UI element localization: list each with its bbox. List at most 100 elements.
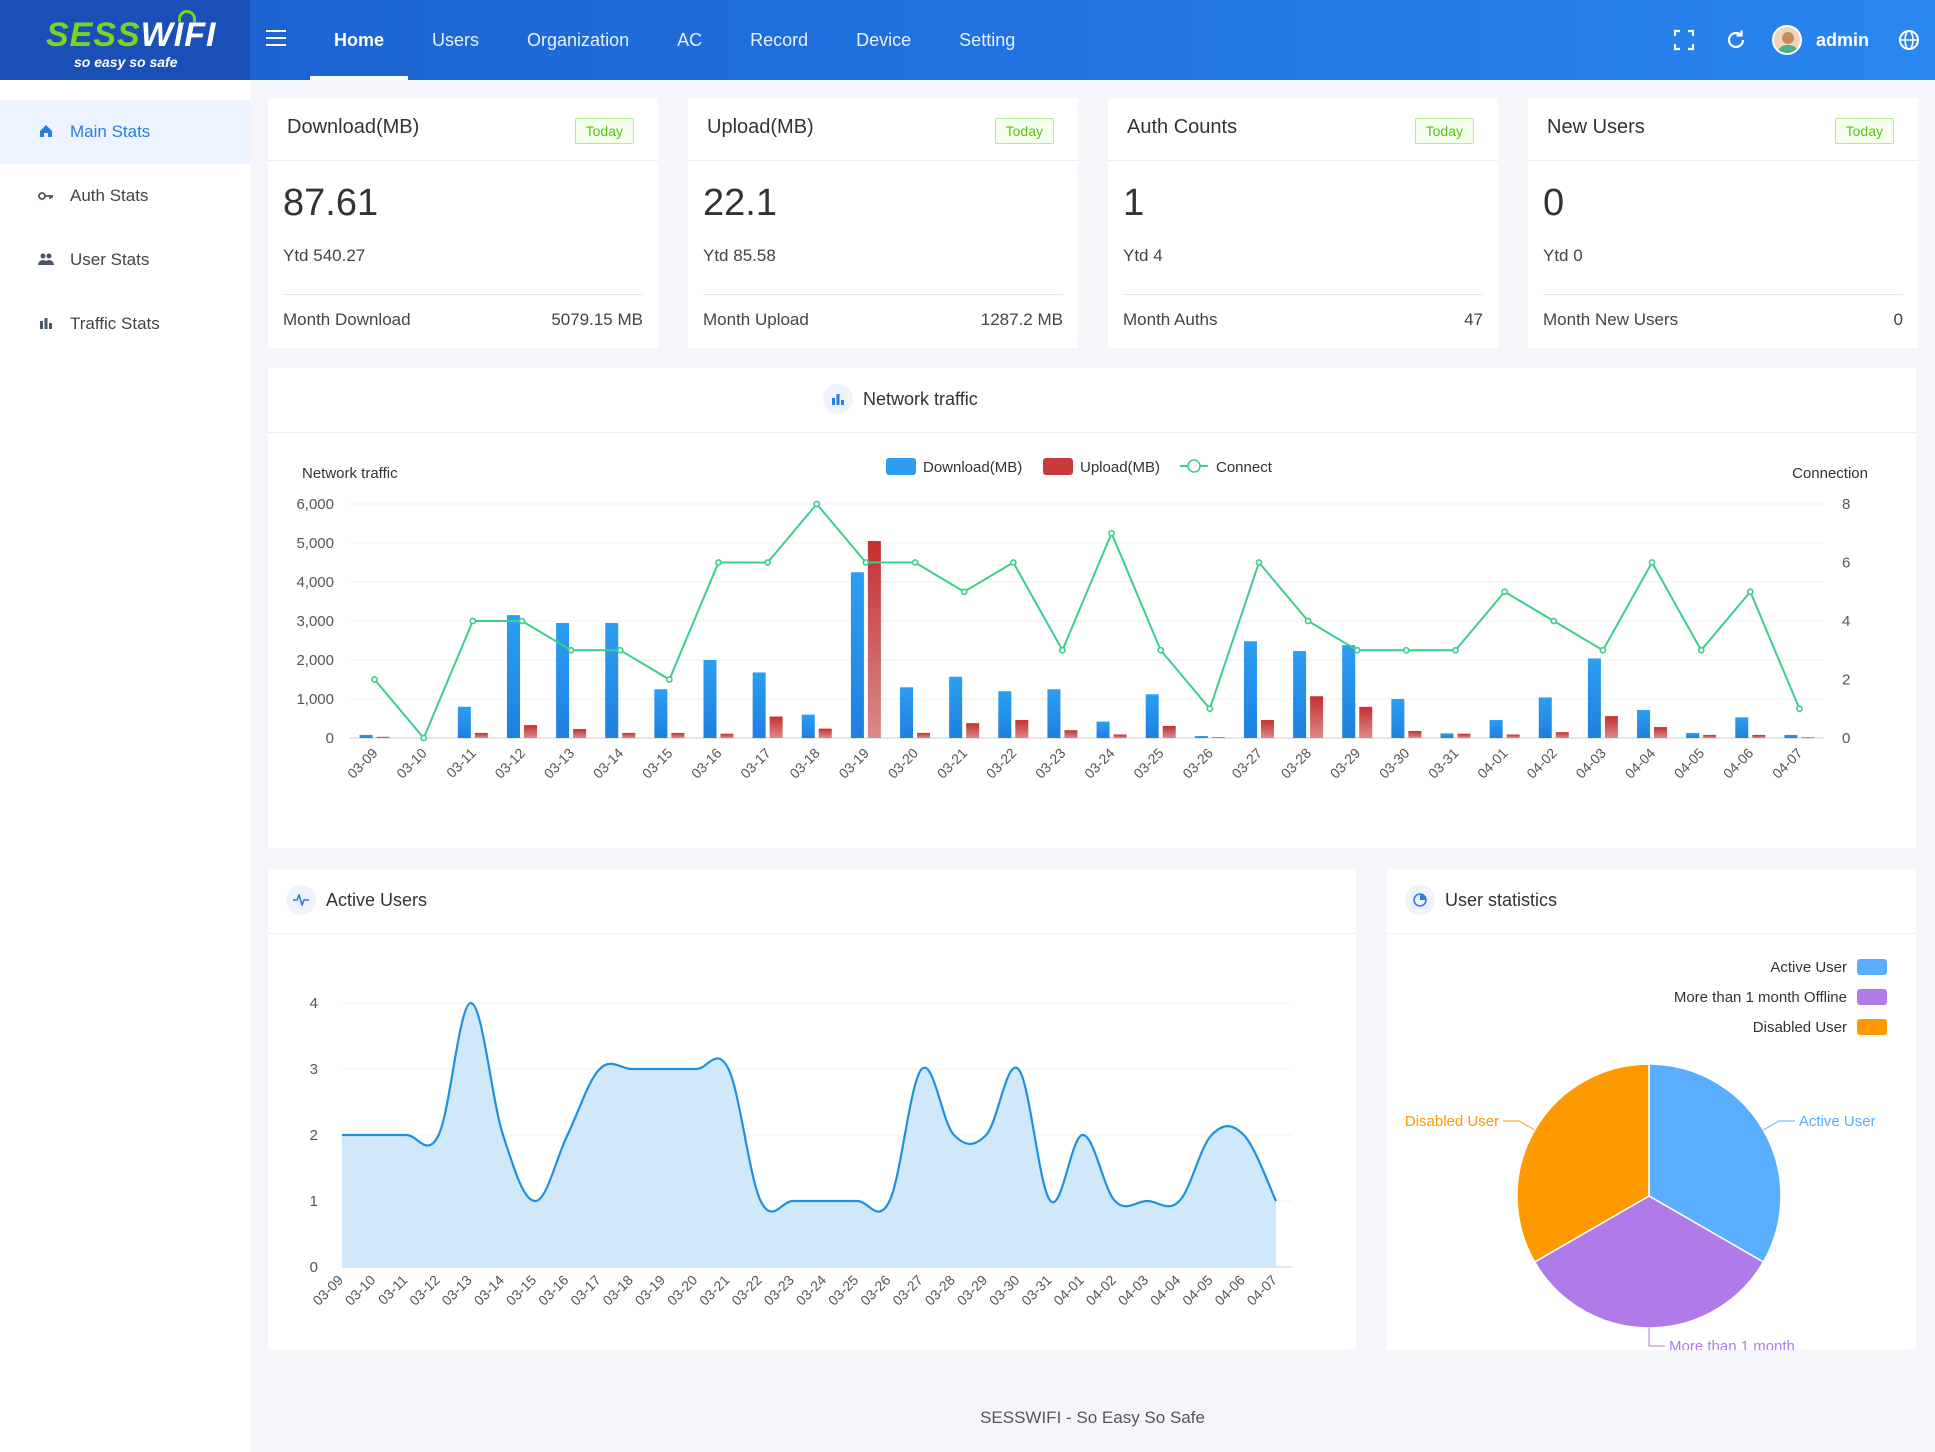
active-users-point[interactable]: [790, 1198, 796, 1204]
download-bar[interactable]: [654, 689, 668, 738]
download-bar[interactable]: [605, 622, 619, 738]
upload-bar[interactable]: [1310, 696, 1324, 738]
active-users-point[interactable]: [468, 1000, 474, 1006]
legend-swatch[interactable]: [1857, 989, 1887, 1005]
connect-point[interactable]: [911, 559, 919, 566]
upload-bar[interactable]: [1506, 734, 1520, 738]
download-bar[interactable]: [703, 660, 717, 738]
download-bar[interactable]: [359, 734, 373, 738]
active-users-point[interactable]: [339, 1132, 345, 1138]
upload-bar[interactable]: [867, 541, 881, 738]
legend-label-upload[interactable]: Upload(MB): [1080, 459, 1160, 476]
connect-point[interactable]: [1599, 646, 1607, 654]
upload-bar[interactable]: [1654, 727, 1668, 738]
upload-bar[interactable]: [1211, 737, 1225, 738]
legend-label[interactable]: Disabled User: [1753, 1019, 1847, 1036]
connect-point[interactable]: [715, 559, 722, 566]
upload-bar[interactable]: [1703, 734, 1717, 738]
upload-bar[interactable]: [1260, 720, 1274, 738]
nav-record[interactable]: Record: [750, 30, 809, 50]
active-users-point[interactable]: [822, 1198, 828, 1204]
upload-bar[interactable]: [1457, 733, 1471, 738]
active-users-point[interactable]: [500, 1132, 506, 1138]
download-bar[interactable]: [556, 622, 570, 738]
upload-bar[interactable]: [1408, 730, 1422, 738]
active-users-point[interactable]: [564, 1132, 570, 1138]
nav-organization[interactable]: Organization: [527, 30, 630, 50]
download-bar[interactable]: [1047, 689, 1061, 738]
sidebar-item-main-stats[interactable]: Main Stats: [0, 100, 250, 164]
connect-point[interactable]: [1796, 705, 1803, 713]
connect-point[interactable]: [371, 676, 378, 683]
active-users-point[interactable]: [919, 1066, 925, 1072]
pie-slice-disabled-user[interactable]: [1516, 1063, 1650, 1264]
connect-point[interactable]: [1550, 617, 1558, 625]
connect-point[interactable]: [518, 617, 526, 625]
download-bar[interactable]: [1784, 734, 1798, 738]
logo[interactable]: SESSWIFI so easy so safe: [0, 0, 250, 80]
active-users-point[interactable]: [403, 1132, 409, 1138]
active-users-point[interactable]: [951, 1132, 957, 1138]
active-users-point[interactable]: [629, 1066, 635, 1072]
upload-bar[interactable]: [966, 723, 980, 738]
upload-bar[interactable]: [720, 733, 734, 738]
download-bar[interactable]: [801, 714, 815, 738]
active-users-point[interactable]: [1176, 1198, 1182, 1204]
connect-point[interactable]: [469, 617, 477, 625]
active-users-point[interactable]: [693, 1066, 699, 1072]
connect-point[interactable]: [1059, 646, 1066, 654]
connect-point[interactable]: [1648, 559, 1656, 566]
upload-bar[interactable]: [1555, 732, 1569, 738]
active-users-point[interactable]: [1048, 1198, 1054, 1204]
active-users-point[interactable]: [854, 1198, 860, 1204]
upload-bar[interactable]: [1113, 734, 1127, 738]
upload-bar[interactable]: [818, 728, 832, 738]
upload-bar[interactable]: [523, 725, 537, 738]
active-users-point[interactable]: [1112, 1198, 1118, 1204]
download-bar[interactable]: [998, 691, 1012, 738]
nav-users[interactable]: Users: [432, 30, 480, 50]
sidebar-item-user-stats[interactable]: User Stats: [0, 228, 250, 292]
connect-point[interactable]: [960, 588, 968, 596]
upload-bar[interactable]: [376, 736, 390, 738]
upload-bar[interactable]: [1359, 706, 1373, 738]
connect-point[interactable]: [1746, 588, 1754, 596]
download-bar[interactable]: [1293, 651, 1307, 738]
active-users-point[interactable]: [1144, 1198, 1150, 1204]
upload-bar[interactable]: [1015, 720, 1029, 738]
refresh-icon[interactable]: [1710, 0, 1762, 80]
active-users-point[interactable]: [887, 1198, 893, 1204]
active-users-point[interactable]: [661, 1066, 667, 1072]
legend-label[interactable]: More than 1 month Offline: [1674, 989, 1847, 1006]
legend-swatch[interactable]: [1857, 959, 1887, 975]
download-bar[interactable]: [1735, 717, 1749, 738]
nav-home[interactable]: Home: [310, 0, 409, 80]
upload-bar[interactable]: [1801, 737, 1815, 738]
connect-point[interactable]: [862, 559, 870, 566]
upload-bar[interactable]: [917, 732, 931, 738]
connect-point[interactable]: [764, 559, 772, 566]
active-users-point[interactable]: [758, 1198, 764, 1204]
connect-point[interactable]: [616, 646, 624, 654]
active-users-point[interactable]: [725, 1066, 731, 1072]
download-bar[interactable]: [1243, 641, 1257, 738]
upload-bar[interactable]: [1064, 730, 1078, 738]
connect-point[interactable]: [1353, 646, 1361, 654]
connect-point[interactable]: [1206, 705, 1214, 713]
nav-ac[interactable]: AC: [677, 30, 703, 50]
download-bar[interactable]: [949, 676, 963, 738]
legend-label-download[interactable]: Download(MB): [923, 459, 1022, 476]
nav-device[interactable]: Device: [856, 30, 912, 50]
legend-label-connect[interactable]: Connect: [1216, 459, 1273, 476]
active-users-point[interactable]: [1209, 1132, 1215, 1138]
menu-toggle-icon[interactable]: [266, 30, 286, 48]
download-bar[interactable]: [850, 572, 864, 738]
upload-bar[interactable]: [622, 732, 636, 738]
connect-point[interactable]: [1452, 646, 1459, 654]
download-bar[interactable]: [1637, 709, 1651, 738]
active-users-point[interactable]: [532, 1198, 538, 1204]
active-users-point[interactable]: [371, 1132, 377, 1138]
download-bar[interactable]: [506, 615, 520, 738]
username[interactable]: admin: [1815, 29, 1869, 50]
legend-swatch[interactable]: [1857, 1019, 1887, 1035]
